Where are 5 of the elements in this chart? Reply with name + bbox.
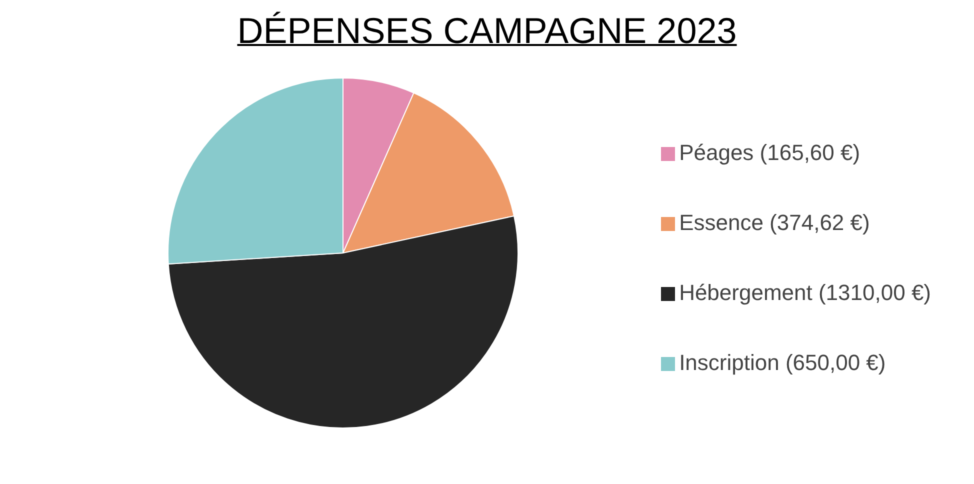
legend-label: Hébergement (1310,00 €)	[679, 280, 931, 305]
legend-label: Essence (374,62 €)	[679, 210, 870, 235]
legend-label: Inscription (650,00 €)	[679, 350, 886, 375]
chart-title: DÉPENSES CAMPAGNE 2023	[236, 10, 738, 52]
legend-label: Péages (165,60 €)	[679, 140, 860, 165]
